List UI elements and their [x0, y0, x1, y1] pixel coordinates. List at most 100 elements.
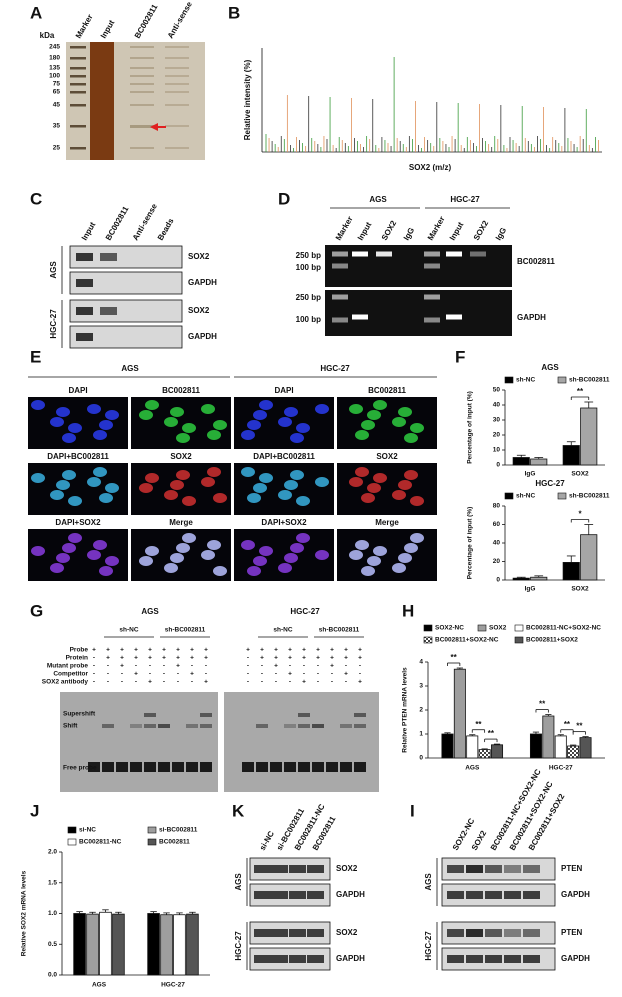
bar	[530, 458, 548, 466]
blot-band	[254, 955, 271, 963]
nucleus	[99, 493, 113, 503]
blot-band	[504, 955, 521, 963]
blot-band	[271, 955, 288, 963]
sign: +	[260, 647, 264, 654]
sample-band	[130, 67, 154, 69]
free-probe-band	[172, 762, 184, 772]
nucleus	[31, 546, 45, 556]
free-probe-band	[116, 762, 128, 772]
nucleus	[278, 490, 292, 500]
y-tick-label: 4	[419, 659, 423, 666]
blot-band	[447, 865, 464, 873]
nucleus	[355, 540, 369, 550]
sign: +	[134, 655, 138, 662]
x-tick-label: HGC-27	[549, 765, 573, 772]
sign: -	[149, 671, 151, 678]
nucleus	[284, 480, 298, 490]
significance-label: **	[564, 720, 571, 729]
blot-band	[76, 253, 93, 261]
sign: +	[176, 647, 180, 654]
marker-band	[70, 147, 86, 150]
shift-band	[298, 724, 310, 728]
image-label: Merge	[169, 518, 193, 527]
free-probe-band	[130, 762, 142, 772]
blot-band	[289, 955, 306, 963]
blot	[69, 325, 183, 349]
nucleus	[367, 410, 381, 420]
band-label: SOX2	[336, 864, 358, 873]
lane-label: SOX2	[472, 219, 491, 242]
bar	[86, 913, 99, 976]
cell-label: AGS	[49, 261, 58, 279]
gel-band	[446, 251, 462, 257]
nucleus	[296, 423, 310, 433]
free-probe-band	[298, 762, 310, 772]
nucleus	[278, 417, 292, 427]
unit-label: kDa	[40, 31, 55, 40]
sample-band	[165, 75, 189, 77]
lane-label: si-NC	[258, 829, 276, 852]
subgroup-label: sh-NC	[273, 627, 292, 634]
blot-band	[523, 865, 540, 873]
chart-title: HGC-27	[535, 479, 565, 488]
marker-label: 35	[53, 123, 61, 130]
panel-letter: A	[30, 3, 42, 22]
nucleus	[145, 400, 159, 410]
image-label: DAPI+BC002811	[253, 452, 315, 461]
group-label: AGS	[121, 364, 139, 373]
sign: -	[331, 671, 333, 678]
sample-band	[130, 104, 154, 106]
y-tick-label: 2	[419, 707, 423, 714]
sign: -	[93, 679, 95, 686]
group-label: HGC-27	[450, 195, 480, 204]
band-label: Supershift	[63, 711, 96, 718]
legend-swatch	[67, 838, 77, 846]
sign: -	[289, 663, 291, 670]
sign: -	[191, 679, 193, 686]
marker-band	[70, 46, 86, 49]
bar	[580, 407, 598, 466]
nucleus	[62, 433, 76, 443]
panel-letter: G	[30, 601, 43, 620]
marker-label: 25	[53, 145, 61, 152]
panel-letter: B	[228, 3, 240, 22]
marker-label: 65	[53, 89, 61, 96]
free-probe-band	[284, 762, 296, 772]
nucleus	[253, 410, 267, 420]
bar	[99, 911, 112, 976]
bar	[529, 733, 542, 759]
bar	[562, 445, 580, 466]
nucleus	[68, 496, 82, 506]
sign: -	[317, 663, 319, 670]
shift-band	[158, 724, 170, 728]
shift-band	[354, 724, 366, 728]
image-label: DAPI+BC002811	[47, 452, 109, 461]
lane-label: Anti-sense	[131, 202, 160, 242]
sign: -	[121, 679, 123, 686]
blot-band	[307, 891, 324, 899]
nucleus	[99, 566, 113, 576]
sign: +	[190, 647, 194, 654]
blot-band	[447, 929, 464, 937]
sign: -	[163, 671, 165, 678]
supershift-band	[298, 713, 310, 717]
band-label: Free probe	[63, 765, 97, 772]
size-label: 250 bp	[296, 293, 321, 302]
nucleus	[170, 480, 184, 490]
sign: -	[359, 671, 361, 678]
significance-label: *	[578, 510, 582, 519]
bar	[579, 737, 592, 759]
nucleus	[62, 470, 76, 480]
blot-band	[447, 955, 464, 963]
nucleus	[241, 430, 255, 440]
sample-band	[130, 57, 154, 59]
nucleus	[213, 493, 227, 503]
blot-band	[523, 891, 540, 899]
row-label: Competitor	[53, 671, 88, 678]
sign: +	[148, 655, 152, 662]
nucleus	[68, 423, 82, 433]
nucleus	[290, 470, 304, 480]
shift-band	[102, 724, 114, 728]
sign: -	[93, 655, 95, 662]
lane-label: IgG	[402, 226, 416, 242]
